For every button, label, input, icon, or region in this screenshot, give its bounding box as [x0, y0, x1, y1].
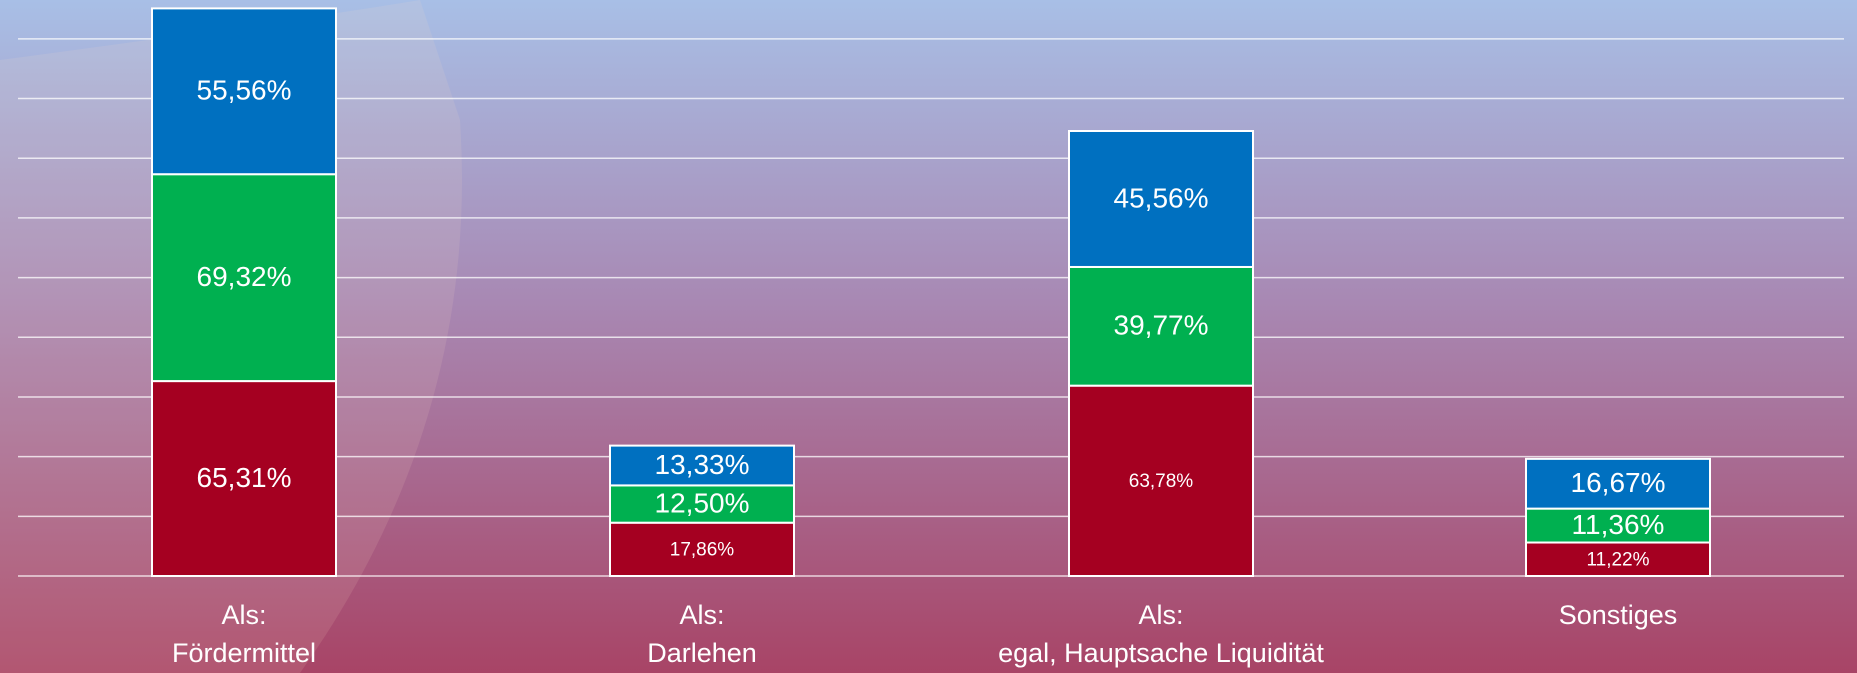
- x-tick-label: Als:: [1138, 600, 1183, 630]
- value-label: 11,22%: [1586, 549, 1649, 570]
- value-label: 12,50%: [655, 487, 750, 518]
- bar-segment: [1068, 265, 1254, 387]
- value-label: 39,77%: [1114, 310, 1209, 341]
- value-label: 55,56%: [197, 75, 292, 106]
- bar-segment: [151, 7, 337, 176]
- x-tick-label: Sonstiges: [1559, 600, 1678, 630]
- x-tick-label: Als:: [679, 600, 724, 630]
- bar-segment: [609, 444, 795, 487]
- x-tick-label: egal, Hauptsache Liquidität: [998, 638, 1324, 668]
- bar-segment: [151, 380, 337, 577]
- value-label: 65,31%: [197, 462, 292, 493]
- bar-segment: [1525, 507, 1711, 544]
- value-label: 13,33%: [655, 449, 750, 480]
- value-label: 17,86%: [670, 539, 735, 560]
- bar-segment: [609, 484, 795, 524]
- x-tick-label: Darlehen: [647, 638, 757, 668]
- value-label: 69,32%: [197, 261, 292, 292]
- bar-segment: [609, 521, 795, 577]
- bar-segment: [1068, 384, 1254, 577]
- value-label: 16,67%: [1571, 467, 1666, 498]
- x-tick-label: Als:: [221, 600, 266, 630]
- value-label: 11,36%: [1572, 509, 1665, 540]
- value-label: 63,78%: [1129, 471, 1194, 492]
- bar-segment: [1068, 129, 1254, 268]
- x-tick-label: Fördermittel: [172, 638, 316, 668]
- value-label: 45,56%: [1114, 182, 1209, 213]
- bar-segment: [1525, 457, 1711, 510]
